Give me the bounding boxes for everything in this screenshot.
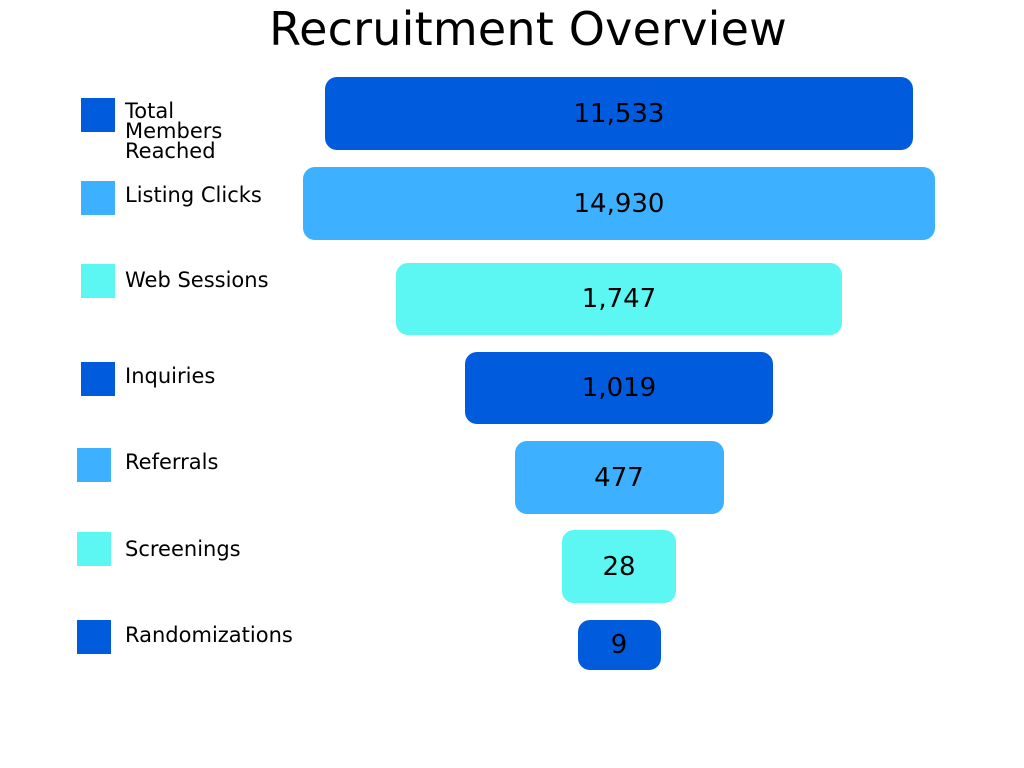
funnel-bar: 9 <box>577 620 661 670</box>
legend-swatch <box>81 362 115 396</box>
legend-item: Total Members Reached <box>0 0 320 162</box>
legend-swatch <box>77 448 111 482</box>
legend-item: Listing Clicks <box>0 0 320 215</box>
legend-label: Total Members Reached <box>125 99 223 163</box>
legend-item: Screenings <box>0 0 320 566</box>
legend-label: Randomizations <box>125 623 293 647</box>
legend-item: Randomizations <box>0 0 320 654</box>
legend-label: Listing Clicks <box>125 183 262 207</box>
data-label: 11,533 <box>573 98 665 129</box>
legend-item: Referrals <box>0 0 320 482</box>
data-label: 9 <box>610 630 628 660</box>
legend-swatch <box>77 532 111 566</box>
legend-label: Inquiries <box>125 364 216 388</box>
funnel-bar: 1,747 <box>396 263 842 335</box>
data-label: 1,019 <box>581 373 657 403</box>
legend-label: Screenings <box>125 537 241 561</box>
legend-item: Web Sessions <box>0 0 320 298</box>
data-label: 1,747 <box>581 284 657 314</box>
chart-title: Recruitment Overview <box>269 2 787 56</box>
funnel-bar: 28 <box>562 530 676 603</box>
legend-swatch <box>81 264 115 298</box>
legend-item: Inquiries <box>0 0 320 396</box>
data-label: 14,930 <box>573 188 665 219</box>
funnel-bar: 477 <box>514 441 724 514</box>
funnel-bar: 11,533 <box>325 77 913 150</box>
legend-swatch <box>81 98 115 132</box>
data-label: 28 <box>602 551 636 582</box>
funnel-bar: 1,019 <box>465 352 773 424</box>
legend-swatch <box>81 181 115 215</box>
legend-swatch <box>77 620 111 654</box>
legend-label: Web Sessions <box>125 268 269 292</box>
funnel-bar: 14,930 <box>303 167 935 240</box>
legend-label: Referrals <box>125 450 219 474</box>
data-label: 477 <box>594 462 644 493</box>
